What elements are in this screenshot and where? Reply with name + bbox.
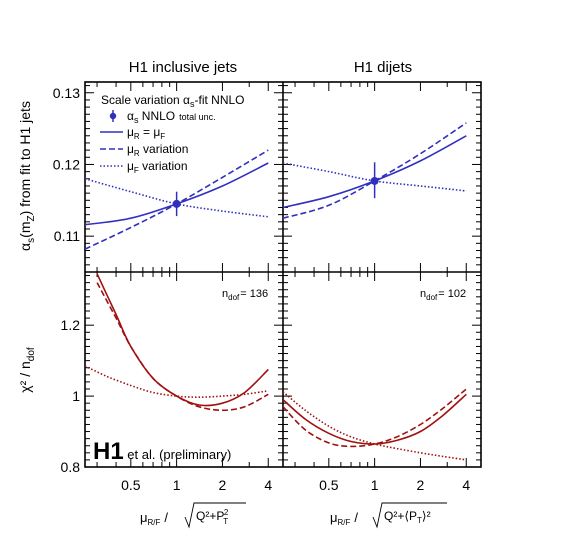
h1-watermark-rest: et al. (preliminary) <box>124 447 232 462</box>
xr-den: Q²+⟨P <box>384 509 417 523</box>
top-ylabel-sub2: Z <box>26 215 37 221</box>
y-tick-label: 0.11 <box>54 228 80 244</box>
top-ylabel-rest: (m <box>17 222 33 238</box>
legend-dotted-label: μF variation <box>127 159 188 175</box>
ndof-inclusive-n: n <box>222 288 228 300</box>
x-tick-label: 0.5 <box>319 477 339 493</box>
legend-solid-label: μR = μF <box>127 125 165 141</box>
column-title-dijets: H1 dijets <box>354 59 412 76</box>
series-dotted <box>85 365 269 399</box>
legend-entry-point: αs NNLO total unc. <box>109 109 216 125</box>
legend-entry-dotted: μF variation <box>100 159 188 175</box>
ndof-inclusive: ndof= 136 <box>222 288 268 302</box>
h1-watermark: H1 et al. (preliminary) <box>93 438 231 465</box>
x-label-inclusive: μR/F / Q²+P2 T <box>140 502 246 529</box>
legend-title-main: Scale variation α <box>101 93 190 107</box>
legend-dashed-tail: variation <box>140 142 189 156</box>
legend-dashed-label: μR variation <box>127 142 188 158</box>
x-label-dijets: μR/F / Q²+⟨PT⟩² <box>330 502 447 529</box>
series-dotted <box>283 391 467 461</box>
legend-dashed-mu: μ <box>127 142 134 156</box>
xl-left-den: Q²+P <box>196 509 224 523</box>
xr-den-tail: ⟩² <box>422 509 431 523</box>
xr-sub: R/F <box>338 518 351 527</box>
top-ylabel: αs(mZ) from fit to H1 jets <box>17 101 37 251</box>
x-tick-label: 1 <box>173 477 181 493</box>
xr-mu: μ <box>330 510 338 525</box>
x-label-dijets-den: Q²+⟨PT⟩² <box>384 509 431 525</box>
x-label-inclusive-sqrt <box>184 502 246 529</box>
legend-solid-mu: μ <box>127 125 134 139</box>
xl-left-den-sub: T <box>223 517 228 526</box>
ndof-dijets: ndof= 102 <box>420 288 466 302</box>
xl-left-mu: μ <box>140 510 148 525</box>
bottom-panel-1 <box>283 388 467 461</box>
bottom-ylabel: χ² / ndof <box>17 347 37 393</box>
ndof-dijets-value: = 102 <box>438 288 466 300</box>
legend-point-small: total unc. <box>179 112 216 122</box>
ndof-dijets-n: n <box>420 288 426 300</box>
series-dotted <box>283 162 467 192</box>
legend-dotted-mu: μ <box>127 159 134 173</box>
bottom-ylabel-main: χ² / n <box>17 361 33 392</box>
xr-den-sub: T <box>417 516 422 525</box>
legend-point-sub: s <box>134 115 139 125</box>
y-tick-label: 1.2 <box>61 317 81 333</box>
legend-title-tail: -fit NNLO <box>194 93 244 107</box>
x-label-inclusive-den: Q²+P2 T <box>196 508 229 526</box>
y-tick-label: 0.8 <box>61 459 81 475</box>
h1-logo-text: H1 <box>93 438 124 465</box>
y-tick-label: 1 <box>72 388 80 404</box>
x-tick-label: 1 <box>371 477 379 493</box>
legend-point-tail: NNLO <box>138 109 175 123</box>
legend-entry-solid: μR = μF <box>100 125 165 141</box>
x-tick-label: 4 <box>462 477 470 493</box>
series-dashed <box>283 388 467 448</box>
xl-left-sub: R/F <box>148 518 161 527</box>
y-tick-label: 0.12 <box>53 156 80 172</box>
ndof-inclusive-sub: dof <box>228 293 240 302</box>
ndof-inclusive-value: = 136 <box>240 288 268 300</box>
column-title-inclusive: H1 inclusive jets <box>129 59 237 76</box>
xl-left-den-sup: 2 <box>224 508 229 517</box>
x-tick-label: 2 <box>417 477 425 493</box>
legend-solid-sub: R <box>134 132 140 141</box>
x-tick-label: 4 <box>264 477 272 493</box>
legend-point-alpha: α <box>127 109 134 123</box>
series-solid <box>283 393 467 445</box>
x-label-inclusive-text: μR/F / <box>140 510 168 527</box>
top-ylabel-tail: ) from fit to H1 jets <box>17 101 33 215</box>
top-ylabel-sub: s <box>26 238 37 243</box>
series-layer <box>85 122 467 461</box>
legend-point-label: αs NNLO total unc. <box>127 109 216 125</box>
series-dashed <box>96 282 269 412</box>
legend-solid-tail: = μ <box>140 125 161 139</box>
legend-dotted-sub: F <box>134 166 139 175</box>
x-label-dijets-text: μR/F / <box>330 510 358 527</box>
legend-point-marker <box>109 112 117 120</box>
fit-point-marker <box>172 199 181 208</box>
top-panel-1 <box>283 122 467 219</box>
top-panel-0 <box>85 149 269 250</box>
legend-solid-sub2: F <box>160 132 165 141</box>
x-tick-label: 0.5 <box>121 477 141 493</box>
legend: Scale variation αs-fit NNLO αs NNLO total… <box>100 93 245 175</box>
legend-entry-dashed: μR variation <box>100 142 188 158</box>
top-ylabel-alpha: α <box>17 243 33 251</box>
bottom-panel-0 <box>85 273 269 412</box>
fit-point-marker <box>370 176 379 185</box>
x-tick-label: 2 <box>219 477 227 493</box>
legend-title-sub: s <box>190 99 195 109</box>
ndof-dijets-sub: dof <box>426 293 438 302</box>
x-label-dijets-sqrt <box>372 502 447 529</box>
y-tick-label: 0.13 <box>53 85 80 101</box>
bottom-ylabel-sub: dof <box>26 347 37 361</box>
legend-title: Scale variation αs-fit NNLO <box>101 93 245 109</box>
legend-dashed-sub: R <box>134 149 140 158</box>
legend-dotted-tail: variation <box>139 159 188 173</box>
